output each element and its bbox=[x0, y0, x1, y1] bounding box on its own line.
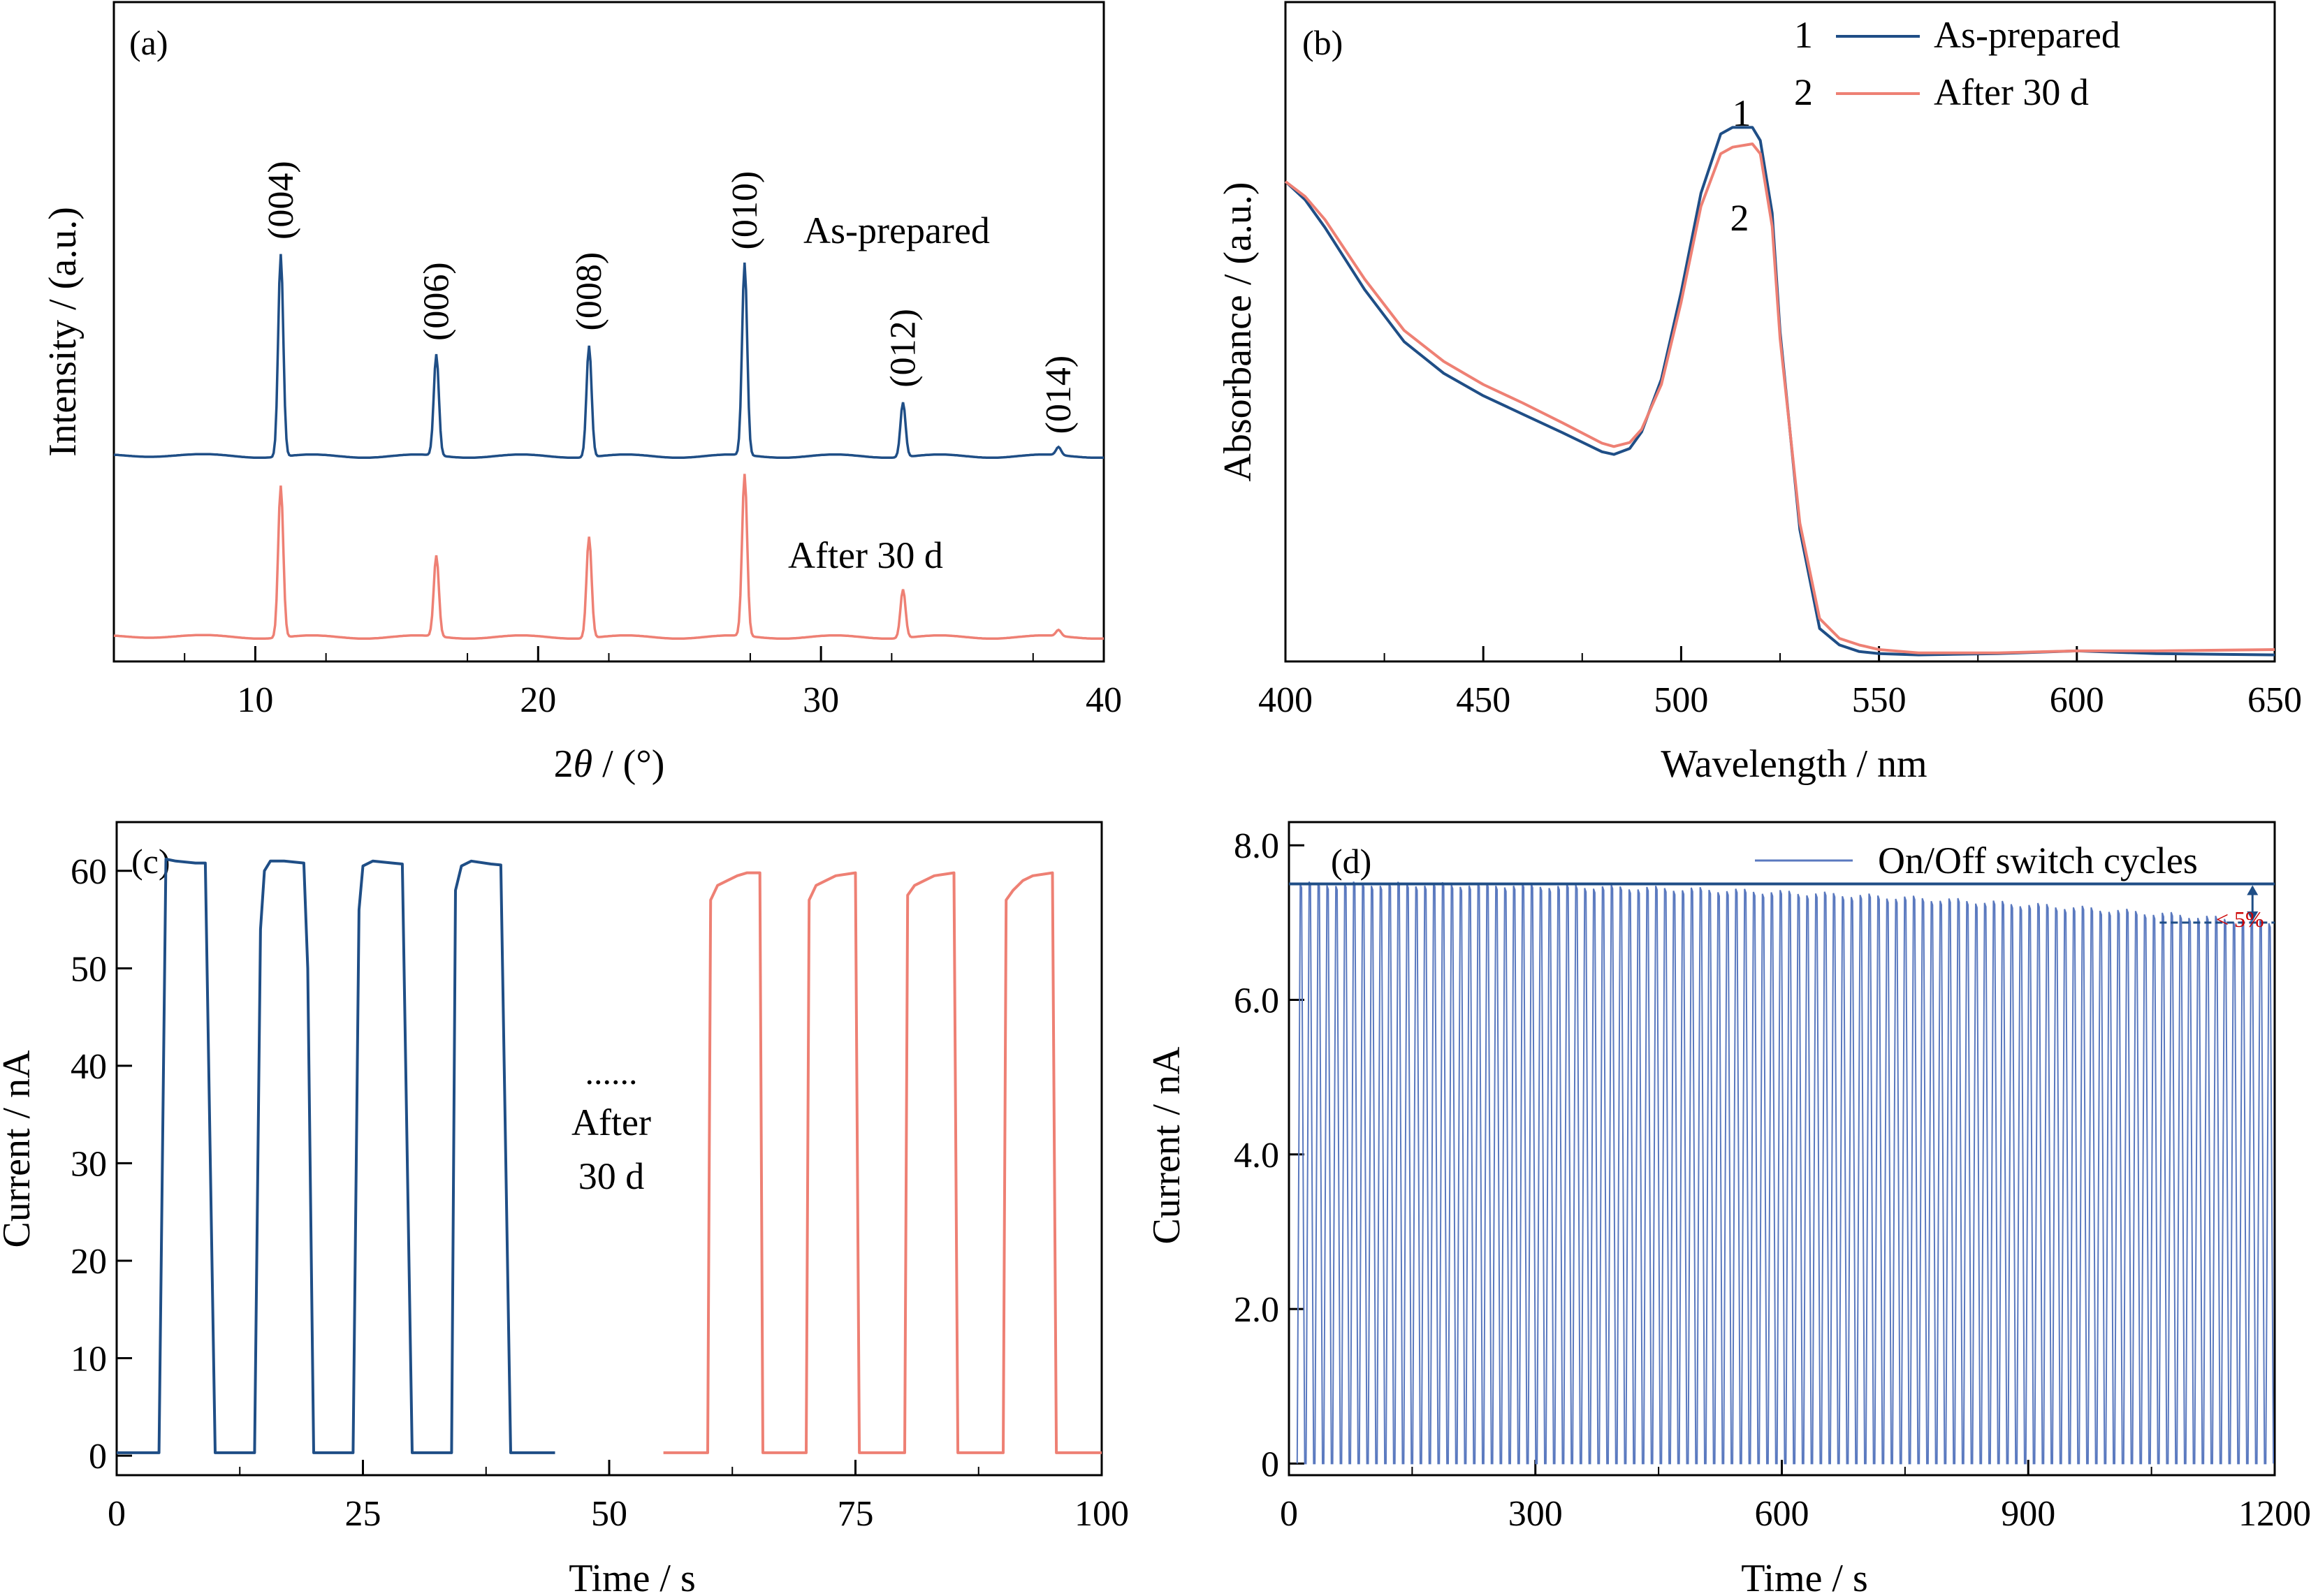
panel-c-annotation-dots: ...... bbox=[585, 1053, 638, 1092]
panel-c-y-tick-label: 60 bbox=[71, 852, 107, 892]
panel-c-y-tick-label: 50 bbox=[71, 949, 107, 989]
legend-number-1: 1 bbox=[1794, 14, 1813, 56]
panel-d-y-tick-label: 2.0 bbox=[1234, 1290, 1279, 1330]
panel-d-label: (d) bbox=[1331, 842, 1371, 881]
panel-c-y-tick-label: 0 bbox=[89, 1437, 107, 1477]
panel-d-x-tick-label: 900 bbox=[2001, 1494, 2055, 1534]
panel-b-x-tick-label: 500 bbox=[1654, 680, 1708, 720]
panel-b-line-as-prepared bbox=[1284, 126, 2275, 657]
peak-marker-2: 2 bbox=[1730, 197, 1749, 239]
panel-c-y-tick-label: 30 bbox=[71, 1144, 107, 1184]
panel-a-x-tick-label: 40 bbox=[1086, 680, 1122, 720]
peak-label: (006) bbox=[417, 262, 457, 341]
panel-a-y-axis-label: Intensity / (a.u.) bbox=[41, 207, 85, 457]
legend-label-after-30d: After 30 d bbox=[1934, 71, 2089, 113]
peak-label: (010) bbox=[725, 171, 765, 250]
panel-b-y-axis-label: Absorbance / (a.u.) bbox=[1216, 182, 1260, 481]
panel-a-x-tick-label: 10 bbox=[237, 680, 273, 720]
panel-c-y-tick-label: 10 bbox=[71, 1340, 107, 1379]
panel-c-y-tick-label: 20 bbox=[71, 1242, 107, 1282]
panel-d-y-tick-label: 4.0 bbox=[1234, 1136, 1279, 1176]
peak-label: (014) bbox=[1039, 356, 1079, 434]
legend-label-as-prepared: As-prepared bbox=[1934, 14, 2120, 56]
panel-d-legend: On/Off switch cycles bbox=[1755, 840, 2198, 881]
panel-c-x-tick-label: 100 bbox=[1074, 1494, 1129, 1534]
panel-b-x-tick-label: 600 bbox=[2050, 680, 2104, 720]
panel-a-x-tick-label: 20 bbox=[520, 680, 556, 720]
panel-d-y-axis-label: Current / nA bbox=[1145, 1046, 1188, 1245]
panel-d-y-tick-label: 8.0 bbox=[1234, 826, 1279, 866]
panel-b: (b) 400 450 500 550 600 650 1 As-prepared 2 A… bbox=[1216, 1, 2302, 786]
peak-label: (004) bbox=[261, 161, 301, 240]
panel-c-line-as-prepared bbox=[117, 858, 555, 1454]
panel-d-x-tick-label: 600 bbox=[1755, 1494, 1809, 1534]
panel-b-legend: 1 As-prepared 2 After 30 d bbox=[1794, 14, 2120, 113]
peak-label: (012) bbox=[884, 309, 924, 388]
panel-b-line-after-30d bbox=[1284, 142, 2275, 654]
panel-d-x-tick-label: 300 bbox=[1508, 1494, 1563, 1534]
panel-a-x-tick-label: 30 bbox=[803, 680, 839, 720]
panel-c-x-tick-label: 0 bbox=[108, 1494, 126, 1534]
panel-d-x-axis-label: Time / s bbox=[1741, 1557, 1868, 1596]
panel-a-line-as-prepared bbox=[113, 254, 1105, 460]
panel-d: (d) 0 300 600 900 1200 0 2.0 4.0 6.0 8.0 On/Off s… bbox=[1145, 821, 2311, 1596]
peak-marker-1: 1 bbox=[1733, 92, 1751, 134]
panel-c-x-axis-label: Time / s bbox=[569, 1557, 696, 1596]
panel-c-x-tick-label: 25 bbox=[345, 1494, 381, 1534]
legend-label-cycles: On/Off switch cycles bbox=[1878, 840, 2198, 881]
panel-a-line-after-30d bbox=[113, 474, 1105, 640]
panel-d-arrow-head-up bbox=[2247, 885, 2259, 895]
panel-c-x-tick-label: 50 bbox=[591, 1494, 627, 1534]
panel-b-x-tick-label: 550 bbox=[1852, 680, 1907, 720]
panel-a-series-label-after: After 30 d bbox=[788, 534, 943, 576]
panel-a-label: (a) bbox=[129, 23, 168, 62]
panel-a-series-label-as-prepared: As-prepared bbox=[803, 210, 990, 251]
peak-label: (008) bbox=[569, 252, 609, 331]
panel-d-cycles-line bbox=[1296, 881, 2275, 1465]
panel-c-annotation-after: After bbox=[571, 1101, 651, 1143]
panel-a-frame bbox=[112, 1, 1105, 663]
panel-b-x-tick-label: 450 bbox=[1456, 680, 1510, 720]
panel-a: (a) 10 20 30 40 (004) (006) (008) (010) (012) (0… bbox=[41, 1, 1122, 786]
panel-d-arrow-head-down bbox=[2247, 911, 2259, 921]
panel-c-annotation-30d: 30 d bbox=[578, 1155, 645, 1197]
panel-d-x-tick-label: 0 bbox=[1280, 1494, 1298, 1534]
panel-c-line-after-30d bbox=[663, 871, 1102, 1454]
panel-c-x-tick-label: 75 bbox=[838, 1494, 874, 1534]
panel-d-y-tick-label: 6.0 bbox=[1234, 981, 1279, 1020]
panel-c-y-tick-label: 40 bbox=[71, 1047, 107, 1087]
panel-b-x-tick-label: 650 bbox=[2247, 680, 2302, 720]
panel-a-x-axis-label: 2θ / (°) bbox=[554, 742, 665, 786]
panel-c-label: (c) bbox=[131, 842, 170, 881]
panel-d-annotation-decay: < 5% bbox=[2216, 907, 2264, 932]
legend-number-2: 2 bbox=[1794, 71, 1813, 113]
panel-b-x-axis-label: Wavelength / nm bbox=[1661, 742, 1927, 786]
panel-c-y-axis-label: Current / nA bbox=[0, 1050, 38, 1248]
panel-b-x-tick-label: 400 bbox=[1258, 680, 1313, 720]
panel-c: (c) 0 25 50 75 100 0 10 20 30 40 50 60 ...... After… bbox=[0, 821, 1129, 1596]
panel-d-y-tick-label: 0 bbox=[1261, 1444, 1279, 1484]
panel-b-label: (b) bbox=[1302, 23, 1343, 62]
panel-d-x-tick-label: 1200 bbox=[2238, 1494, 2311, 1534]
